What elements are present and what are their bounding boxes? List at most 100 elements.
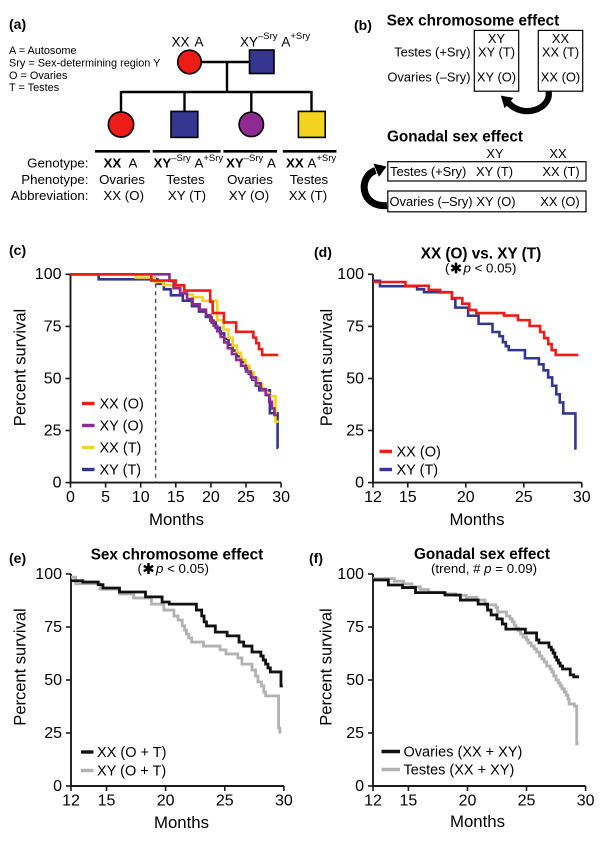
svg-text:p < 0.05): p < 0.05) — [155, 561, 209, 576]
svg-text:XX (T): XX (T) — [289, 188, 327, 203]
svg-text:XY (O): XY (O) — [229, 188, 269, 203]
svg-text:XY (T): XY (T) — [478, 45, 515, 60]
svg-text:A: A — [129, 156, 138, 171]
svg-text:XX (T): XX (T) — [542, 164, 579, 179]
svg-text:50: 50 — [44, 370, 62, 387]
svg-text:30: 30 — [577, 793, 595, 810]
svg-text:Sex chromosome effect: Sex chromosome effect — [91, 547, 264, 564]
svg-text:10: 10 — [132, 489, 150, 506]
svg-text:(d): (d) — [314, 244, 332, 260]
svg-text:25: 25 — [216, 793, 234, 810]
svg-text:75: 75 — [44, 318, 62, 335]
svg-text:5: 5 — [101, 489, 110, 506]
svg-text:12: 12 — [364, 489, 382, 506]
svg-text:XY: XY — [488, 31, 506, 46]
svg-text:(: ( — [445, 261, 450, 276]
svg-text:15: 15 — [399, 489, 417, 506]
svg-text:0: 0 — [53, 778, 62, 795]
svg-text:Percent survival: Percent survival — [318, 309, 336, 426]
svg-text:15: 15 — [167, 489, 185, 506]
svg-text:XX (O): XX (O) — [100, 397, 144, 413]
svg-text:Sry = Sex-determining region Y: Sry = Sex-determining region Y — [9, 57, 161, 69]
svg-text:XX: XX — [549, 146, 567, 161]
svg-text:100: 100 — [337, 266, 364, 283]
svg-text:25: 25 — [44, 725, 62, 742]
svg-text:25: 25 — [346, 725, 364, 742]
svg-text:T = Testes: T = Testes — [9, 82, 60, 94]
svg-text:Ovaries: Ovaries — [99, 172, 145, 187]
svg-text:(e): (e) — [9, 550, 26, 566]
svg-text:Percent survival: Percent survival — [11, 608, 29, 725]
svg-text:Sex chromosome effect: Sex chromosome effect — [387, 13, 560, 30]
svg-text:Gonadal sex effect: Gonadal sex effect — [387, 129, 523, 146]
svg-text:20: 20 — [157, 793, 175, 810]
svg-text:XY–Sry A: XY–Sry A — [226, 153, 276, 171]
svg-text:20: 20 — [459, 793, 477, 810]
svg-text:50: 50 — [346, 672, 364, 689]
svg-text:12: 12 — [364, 793, 382, 810]
svg-text:100: 100 — [337, 566, 364, 583]
svg-text:(a): (a) — [9, 16, 26, 32]
svg-text:30: 30 — [573, 489, 591, 506]
svg-text:Genotype:: Genotype: — [27, 156, 88, 171]
svg-text:75: 75 — [346, 619, 364, 636]
svg-text:100: 100 — [35, 266, 62, 283]
svg-text:15: 15 — [98, 793, 116, 810]
svg-text:15: 15 — [400, 793, 418, 810]
svg-text:75: 75 — [44, 619, 62, 636]
svg-text:Months: Months — [449, 510, 504, 529]
svg-text:0: 0 — [355, 778, 364, 795]
svg-text:25: 25 — [237, 489, 255, 506]
svg-text:12: 12 — [62, 793, 80, 810]
svg-text:XX: XX — [104, 156, 122, 171]
svg-text:50: 50 — [44, 672, 62, 689]
svg-text:25: 25 — [346, 422, 364, 439]
svg-text:30: 30 — [272, 489, 290, 506]
svg-text:Testes: Testes — [166, 172, 205, 187]
svg-text:25: 25 — [44, 422, 62, 439]
svg-text:30: 30 — [275, 793, 293, 810]
svg-text:0: 0 — [355, 475, 364, 492]
svg-text:50: 50 — [346, 370, 364, 387]
svg-text:XY (O + T): XY (O + T) — [97, 764, 166, 780]
svg-text:XY (O): XY (O) — [476, 194, 515, 209]
svg-text:XY (O): XY (O) — [100, 419, 144, 435]
svg-text:XX (O + T): XX (O + T) — [97, 745, 166, 761]
svg-text:0: 0 — [66, 489, 75, 506]
svg-text:Phenotype:: Phenotype: — [21, 172, 88, 187]
svg-text:XX: XX — [172, 35, 190, 50]
svg-text:XY: XY — [486, 146, 504, 161]
svg-text:XX: XX — [552, 31, 570, 46]
svg-text:25: 25 — [515, 489, 533, 506]
svg-text:XY (T): XY (T) — [476, 164, 513, 179]
svg-text:Ovaries (–Sry): Ovaries (–Sry) — [387, 70, 470, 85]
svg-text:Ovaries (–Sry): Ovaries (–Sry) — [390, 194, 473, 209]
svg-text:Percent survival: Percent survival — [317, 608, 335, 725]
svg-text:A: A — [195, 35, 204, 50]
svg-text:(c): (c) — [9, 242, 26, 258]
svg-text:Testes (XX + XY): Testes (XX + XY) — [404, 763, 515, 779]
svg-text:XX (O): XX (O) — [103, 188, 144, 203]
svg-text:XY (T): XY (T) — [100, 463, 142, 479]
svg-text:Gonadal sex effect: Gonadal sex effect — [414, 546, 550, 563]
svg-text:100: 100 — [35, 566, 62, 583]
svg-text:A = Autosome: A = Autosome — [9, 45, 77, 57]
svg-text:Testes (+Sry): Testes (+Sry) — [390, 164, 466, 179]
svg-text:(trend, # p = 0.09): (trend, # p = 0.09) — [431, 561, 537, 576]
svg-text:XY–Sry A+Sry: XY–Sry A+Sry — [154, 153, 224, 171]
svg-text:Percent survival: Percent survival — [11, 309, 29, 426]
svg-text:20: 20 — [457, 489, 475, 506]
svg-text:XX (O) vs. XY (T): XX (O) vs. XY (T) — [421, 246, 541, 263]
svg-text:XX (O): XX (O) — [397, 445, 441, 461]
svg-text:75: 75 — [346, 318, 364, 335]
svg-text:XX (T): XX (T) — [100, 441, 142, 457]
svg-text:Ovaries (XX + XY): Ovaries (XX + XY) — [404, 745, 523, 761]
svg-text:XX (O): XX (O) — [541, 70, 580, 85]
svg-text:Testes: Testes — [290, 172, 329, 187]
svg-text:Months: Months — [149, 510, 204, 529]
svg-text:Abbreviation:: Abbreviation: — [11, 188, 89, 203]
svg-text:Months: Months — [154, 813, 209, 832]
svg-text:XX (O): XX (O) — [540, 194, 579, 209]
svg-text:25: 25 — [518, 793, 536, 810]
svg-text:p < 0.05): p < 0.05) — [463, 261, 517, 276]
